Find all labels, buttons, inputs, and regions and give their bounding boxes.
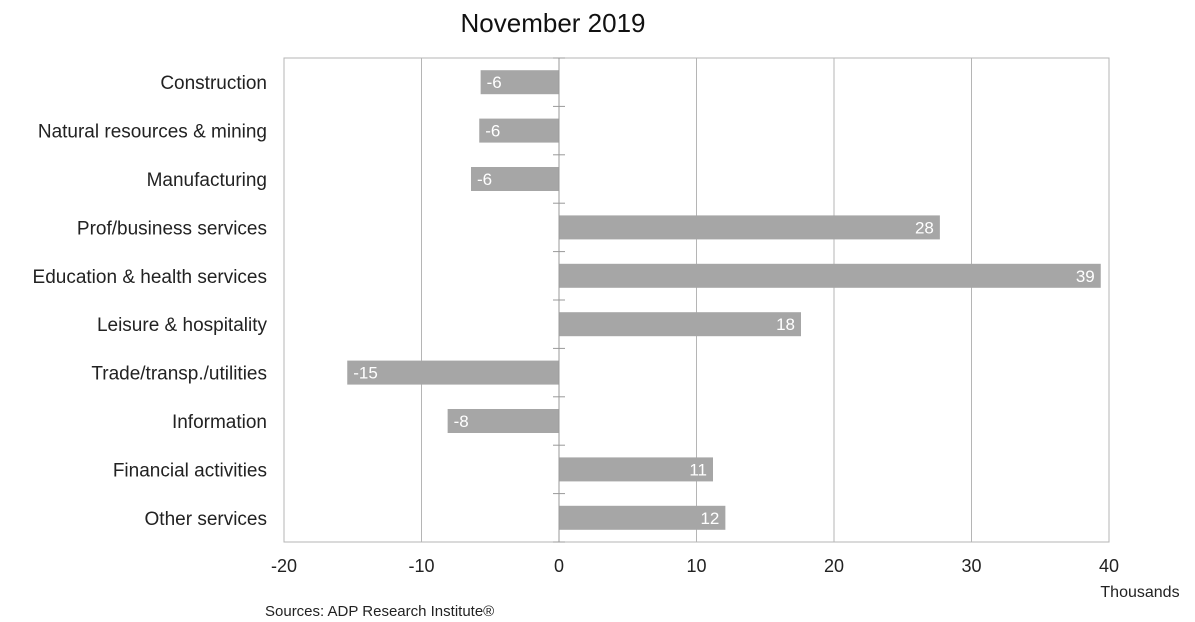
category-labels: Construction Natural resources & mining Ma… bbox=[33, 73, 268, 530]
bar bbox=[559, 312, 801, 337]
bar bbox=[559, 457, 713, 482]
category-label: Prof/business services bbox=[77, 218, 267, 239]
data-label: -6 bbox=[485, 122, 500, 141]
category-label: Manufacturing bbox=[147, 170, 267, 191]
bar bbox=[559, 263, 1101, 288]
category-label: Other services bbox=[145, 509, 267, 530]
data-label: 18 bbox=[776, 315, 795, 334]
data-label: -6 bbox=[477, 170, 492, 189]
y-axis bbox=[283, 57, 1110, 543]
category-label: Education & health services bbox=[33, 267, 267, 288]
data-label: -8 bbox=[454, 412, 469, 431]
category-label: Information bbox=[172, 412, 267, 433]
bar bbox=[559, 215, 940, 240]
chart-title: November 2019 bbox=[461, 8, 646, 38]
bar bbox=[559, 505, 726, 530]
bar bbox=[447, 409, 559, 433]
bar bbox=[471, 167, 559, 191]
x-axis-unit: Thousands bbox=[1100, 584, 1179, 601]
x-tick-label: -20 bbox=[271, 556, 297, 576]
source-note: Sources: ADP Research Institute® bbox=[265, 603, 494, 620]
data-label: -15 bbox=[353, 364, 378, 383]
category-label: Natural resources & mining bbox=[38, 122, 267, 143]
category-label: Financial activities bbox=[113, 460, 267, 481]
bar bbox=[347, 360, 559, 385]
x-tick-label: 0 bbox=[554, 556, 564, 576]
x-tick-label: 20 bbox=[824, 556, 844, 576]
data-label: 11 bbox=[689, 460, 707, 479]
bars: -6 -6 -6 28 39 18 -15 -8 11 12 bbox=[347, 70, 1101, 530]
category-label: Trade/transp./utilities bbox=[91, 364, 267, 385]
bar bbox=[480, 70, 559, 95]
x-tick-labels: -20 -10 0 10 20 30 40 bbox=[271, 556, 1119, 576]
data-label: 12 bbox=[700, 509, 719, 528]
category-label: Construction bbox=[160, 73, 267, 94]
data-label: -6 bbox=[487, 73, 502, 92]
x-tick-label: 40 bbox=[1099, 556, 1119, 576]
bar bbox=[479, 118, 559, 143]
plot-border bbox=[283, 57, 1110, 543]
x-tick-label: 30 bbox=[961, 556, 981, 576]
category-label: Leisure & hospitality bbox=[97, 315, 268, 336]
x-tick-label: 10 bbox=[686, 556, 706, 576]
data-label: 39 bbox=[1076, 267, 1095, 286]
data-label: 28 bbox=[915, 218, 934, 237]
x-tick-label: -10 bbox=[408, 556, 434, 576]
